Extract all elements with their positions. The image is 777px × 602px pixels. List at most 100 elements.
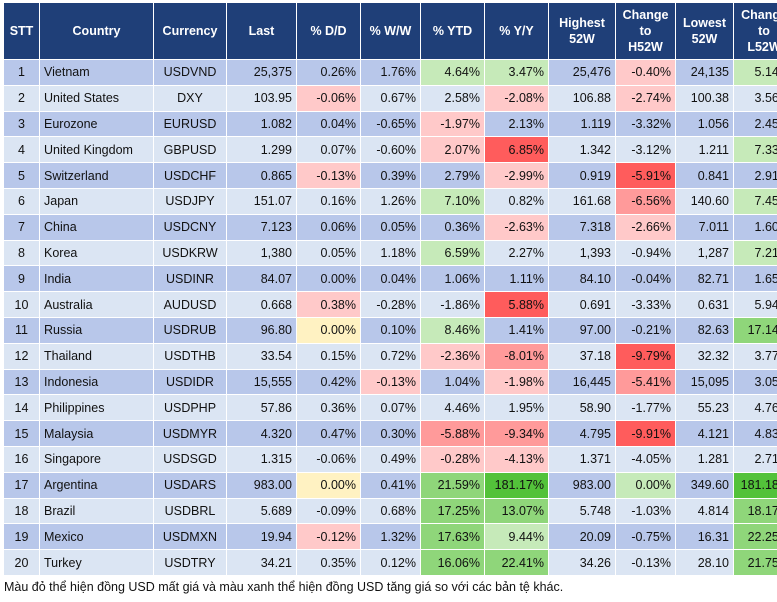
header-label: Currency	[162, 24, 218, 38]
cell-last: 1.299	[226, 136, 297, 164]
header-row: STT Country Currency Last % D/D % W/W % …	[3, 2, 777, 60]
cell-chl: 18.17%	[733, 497, 777, 525]
col-header-lowest: Lowest 52W	[675, 2, 734, 60]
cell-last: 84.07	[226, 265, 297, 293]
cell-stt: 5	[3, 162, 40, 189]
cell-chh: -2.66%	[615, 213, 676, 241]
cell-chl: 3.77%	[733, 342, 777, 370]
header-label: Country	[72, 24, 121, 38]
cell-chl: 1.60%	[733, 213, 777, 241]
cell-dd: 0.16%	[296, 187, 361, 215]
cell-stt: 15	[3, 420, 40, 447]
cell-currency: USDARS	[153, 471, 227, 499]
cell-chh: -9.79%	[615, 342, 676, 370]
header-label: Change	[622, 8, 669, 22]
cell-ytd: 0.36%	[420, 213, 485, 241]
col-header-change-l52w: Change to L52W	[733, 2, 777, 60]
cell-currency: USDKRW	[153, 239, 227, 267]
table-row: 16 Singapore USDSGD 1.315 -0.06% 0.49% -0.28% -…	[3, 445, 777, 473]
cell-ww: -0.13%	[360, 368, 421, 396]
cell-country: Australia	[39, 291, 154, 318]
cell-stt: 1	[3, 59, 40, 86]
cell-last: 34.21	[226, 549, 297, 576]
cell-ww: 0.05%	[360, 213, 421, 241]
cell-currency: USDPHP	[153, 394, 227, 422]
cell-ww: 1.32%	[360, 523, 421, 551]
cell-ww: 0.30%	[360, 420, 421, 447]
table-row: 15 Malaysia USDMYR 4.320 0.47% 0.30% -5.88% -9.…	[3, 420, 777, 447]
cell-dd: 0.15%	[296, 342, 361, 370]
cell-chh: -3.12%	[615, 136, 676, 164]
table-row: 11 Russia USDRUB 96.80 0.00% 0.10% 8.46% 1.41% 9…	[3, 316, 777, 344]
cell-currency: DXY	[153, 84, 227, 112]
cell-high: 1,393	[548, 239, 616, 267]
cell-dd: -0.09%	[296, 497, 361, 525]
cell-dd: 0.00%	[296, 471, 361, 499]
cell-stt: 11	[3, 316, 40, 344]
cell-ww: -0.60%	[360, 136, 421, 164]
cell-currency: EURUSD	[153, 110, 227, 138]
header-label: % Y/Y	[499, 24, 534, 38]
cell-high: 106.88	[548, 84, 616, 112]
cell-ytd: -1.86%	[420, 291, 485, 318]
cell-dd: -0.06%	[296, 84, 361, 112]
cell-stt: 10	[3, 291, 40, 318]
cell-last: 5.689	[226, 497, 297, 525]
cell-yy: 0.82%	[484, 187, 549, 215]
table-row: 1 Vietnam USDVND 25,375 0.26% 1.76% 4.64% 3.47%…	[3, 59, 777, 86]
cell-yy: 3.47%	[484, 59, 549, 86]
cell-low: 28.10	[675, 549, 734, 576]
cell-yy: 181.17%	[484, 471, 549, 499]
cell-yy: -1.98%	[484, 368, 549, 396]
cell-ytd: 2.07%	[420, 136, 485, 164]
cell-dd: -0.12%	[296, 523, 361, 551]
cell-last: 57.86	[226, 394, 297, 422]
cell-chh: -4.05%	[615, 445, 676, 473]
cell-currency: USDINR	[153, 265, 227, 293]
cell-country: Argentina	[39, 471, 154, 499]
cell-ww: 1.26%	[360, 187, 421, 215]
cell-chh: -5.41%	[615, 368, 676, 396]
header-label: L52W	[747, 40, 777, 54]
cell-dd: 0.00%	[296, 316, 361, 344]
cell-dd: 0.36%	[296, 394, 361, 422]
cell-high: 97.00	[548, 316, 616, 344]
cell-currency: USDCHF	[153, 162, 227, 189]
table-row: 9 India USDINR 84.07 0.00% 0.04% 1.06% 1.11% 84.…	[3, 265, 777, 293]
cell-stt: 9	[3, 265, 40, 293]
cell-ytd: -2.36%	[420, 342, 485, 370]
col-header-dd: % D/D	[296, 2, 361, 60]
cell-ytd: -0.28%	[420, 445, 485, 473]
cell-yy: 1.11%	[484, 265, 549, 293]
cell-last: 983.00	[226, 471, 297, 499]
table-row: 7 China USDCNY 7.123 0.06% 0.05% 0.36% -2.63% 7.…	[3, 213, 777, 241]
cell-chh: -0.21%	[615, 316, 676, 344]
cell-currency: GBPUSD	[153, 136, 227, 164]
header-label: Highest	[559, 16, 605, 30]
header-label: % YTD	[432, 24, 473, 38]
cell-country: Switzerland	[39, 162, 154, 189]
cell-ww: 0.10%	[360, 316, 421, 344]
cell-ww: 0.07%	[360, 394, 421, 422]
cell-chl: 7.21%	[733, 239, 777, 267]
col-header-highest: Highest 52W	[548, 2, 616, 60]
cell-currency: USDTHB	[153, 342, 227, 370]
col-header-currency: Currency	[153, 2, 227, 60]
cell-country: Singapore	[39, 445, 154, 473]
cell-chh: 0.00%	[615, 471, 676, 499]
col-header-ww: % W/W	[360, 2, 421, 60]
cell-ww: 0.72%	[360, 342, 421, 370]
cell-high: 5.748	[548, 497, 616, 525]
cell-country: Russia	[39, 316, 154, 344]
cell-ww: 0.41%	[360, 471, 421, 499]
cell-ww: 0.12%	[360, 549, 421, 576]
cell-stt: 17	[3, 471, 40, 499]
header-label: H52W	[628, 40, 663, 54]
cell-country: China	[39, 213, 154, 241]
header-label: 52W	[691, 32, 718, 46]
cell-chl: 2.45%	[733, 110, 777, 138]
cell-dd: 0.00%	[296, 265, 361, 293]
cell-country: Turkey	[39, 549, 154, 576]
cell-high: 983.00	[548, 471, 616, 499]
cell-ytd: -5.88%	[420, 420, 485, 447]
